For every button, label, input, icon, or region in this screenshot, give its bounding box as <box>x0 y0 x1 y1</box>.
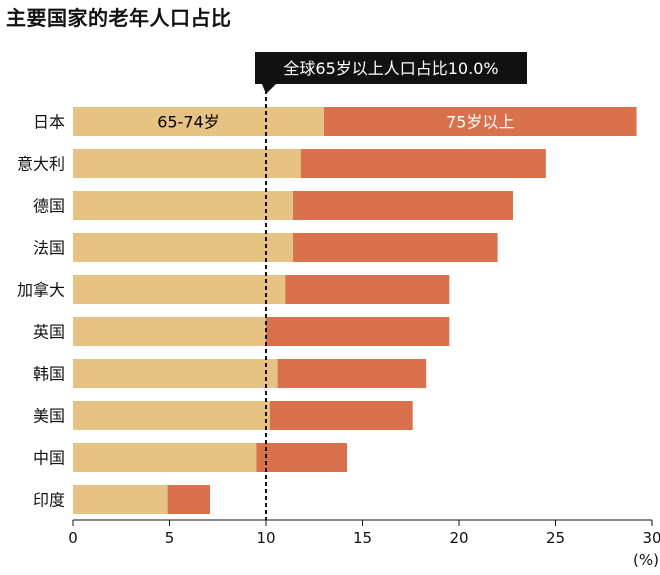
reference-line-group: 全球65岁以上人口占比10.0% <box>255 52 527 520</box>
x-axis: 0 5 10 15 20 25 30 (%) <box>68 519 660 569</box>
series-label-65-74: 65-74岁 <box>157 113 220 132</box>
bar-segment-65-74 <box>73 191 294 220</box>
x-axis-unit: (%) <box>633 551 659 569</box>
bar-segment-65-74 <box>73 275 286 304</box>
reference-pointer <box>262 84 276 94</box>
bar-segment-65-74 <box>73 401 270 430</box>
x-tick-label: 5 <box>165 529 175 547</box>
category-label: 意大利 <box>17 155 65 174</box>
category-label: 加拿大 <box>17 281 65 300</box>
series-labels-group: 65-74岁 75岁以上 <box>157 113 514 132</box>
bar-segment-75-plus <box>300 149 546 178</box>
reference-label: 全球65岁以上人口占比10.0% <box>283 59 498 78</box>
category-label: 英国 <box>33 323 65 342</box>
x-tick-label: 30 <box>642 529 660 547</box>
category-label: 中国 <box>33 449 65 468</box>
chart-title: 主要国家的老年人口占比 <box>6 6 232 30</box>
bars-group <box>73 107 637 514</box>
bar-segment-75-plus <box>277 359 427 388</box>
category-label: 德国 <box>33 197 65 216</box>
bar-segment-75-plus <box>269 401 413 430</box>
series-label-75-plus: 75岁以上 <box>446 113 514 132</box>
bar-segment-75-plus <box>256 443 348 472</box>
bar-segment-65-74 <box>73 359 278 388</box>
bar-segment-75-plus <box>293 233 498 262</box>
x-tick-label: 25 <box>546 529 565 547</box>
bar-segment-65-74 <box>73 233 294 262</box>
x-tick-label: 10 <box>256 529 275 547</box>
bar-segment-65-74 <box>73 149 301 178</box>
category-label: 美国 <box>33 407 65 426</box>
bar-segment-65-74 <box>73 485 168 514</box>
bar-segment-65-74 <box>73 107 324 136</box>
bar-segment-75-plus <box>266 317 450 346</box>
category-label: 印度 <box>33 491 65 510</box>
category-label: 日本 <box>33 113 65 132</box>
bar-segment-65-74 <box>73 443 257 472</box>
reference-label-box <box>255 52 527 84</box>
x-tick-label: 20 <box>449 529 468 547</box>
x-tick-label: 0 <box>68 529 78 547</box>
x-tick-label: 15 <box>353 529 372 547</box>
bar-segment-75-plus <box>323 107 637 136</box>
bar-segment-65-74 <box>73 317 266 346</box>
category-label: 韩国 <box>33 365 65 384</box>
x-ticks-group: 0 5 10 15 20 25 30 <box>68 520 660 547</box>
category-label: 法国 <box>33 239 65 258</box>
bar-segment-75-plus <box>167 485 211 514</box>
bar-segment-75-plus <box>293 191 514 220</box>
bar-segment-75-plus <box>285 275 450 304</box>
